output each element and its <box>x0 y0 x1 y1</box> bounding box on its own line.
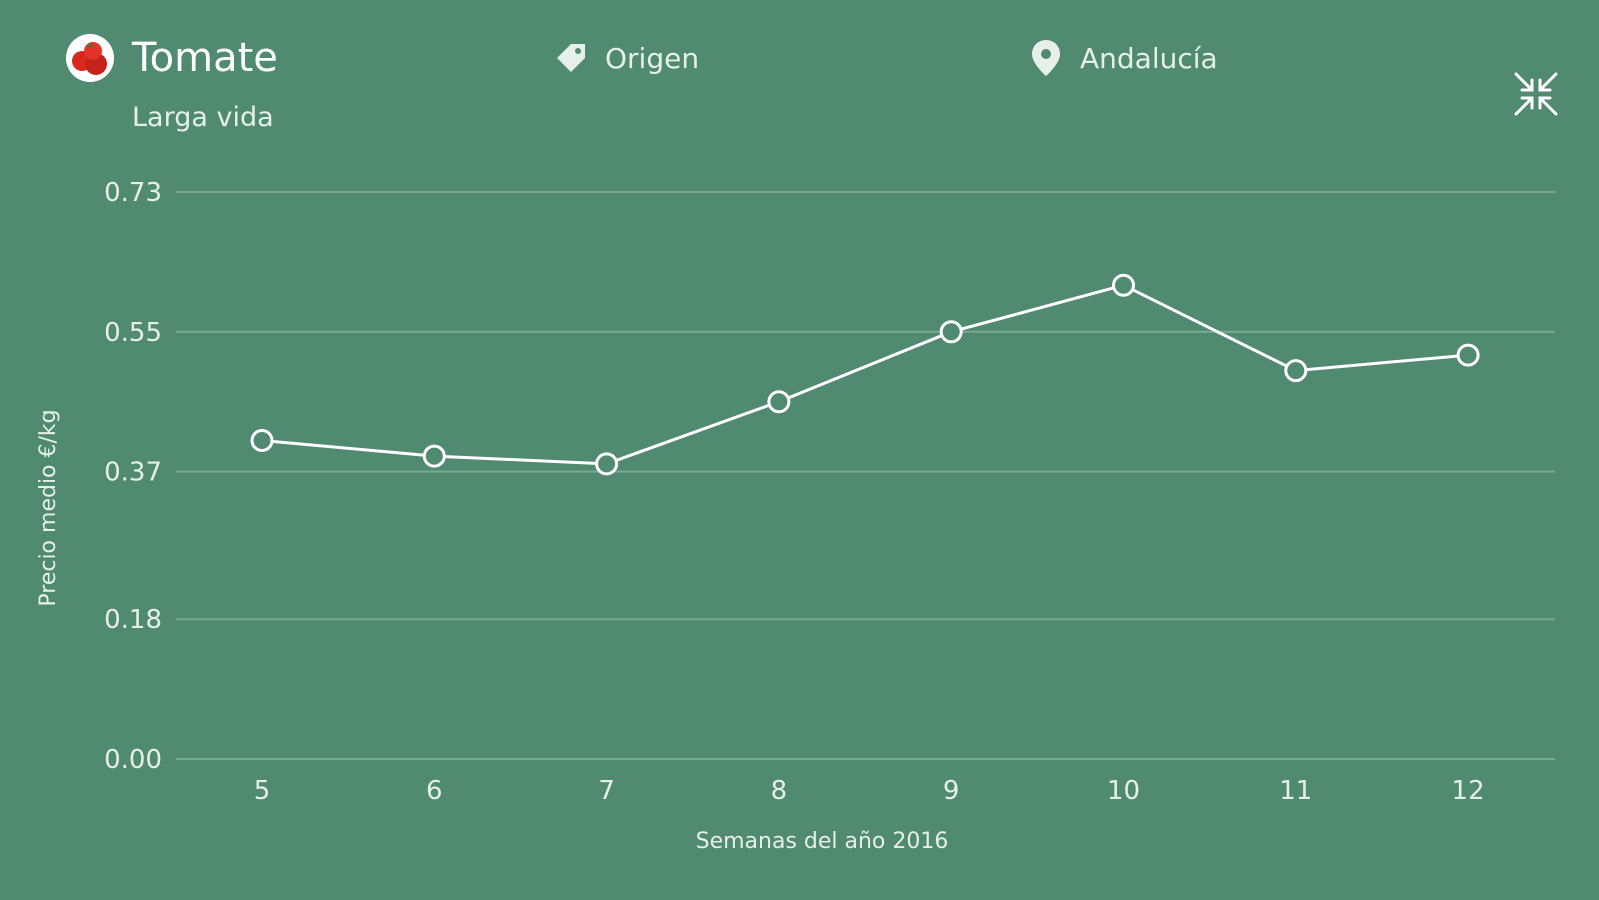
data-point[interactable] <box>1456 343 1480 367</box>
data-point[interactable] <box>595 452 619 476</box>
data-point[interactable] <box>1112 273 1135 297</box>
product-name: Tomate <box>132 35 278 81</box>
y-tick-label: 0.37 <box>104 458 162 488</box>
x-axis-title: Semanas del año 2016 <box>696 829 949 854</box>
tomato-icon <box>66 34 114 82</box>
x-tick-label: 7 <box>598 776 615 806</box>
x-tick-label: 12 <box>1452 776 1485 806</box>
grid-lines <box>176 191 1555 760</box>
x-tick-label: 10 <box>1107 776 1140 806</box>
filter-origin-label: Origen <box>605 41 700 75</box>
data-point[interactable] <box>767 390 791 414</box>
x-tick-label: 6 <box>426 776 443 806</box>
collapse-arrows-icon <box>1514 72 1558 116</box>
y-tick-label: 0.73 <box>104 178 162 208</box>
y-tick-label: 0.18 <box>104 605 162 635</box>
location-pin-icon <box>1026 38 1066 78</box>
product-variety: Larga vida <box>132 102 274 133</box>
x-axis-ticks: 5 6 7 8 9 10 11 12 <box>254 776 1485 806</box>
series-line <box>261 283 1469 466</box>
filter-region[interactable]: Andalucía <box>1026 38 1218 78</box>
filter-origin[interactable]: Origen <box>551 38 699 78</box>
line-chart: 0.00 0.18 0.37 0.55 0.73 5 6 7 8 9 10 11 12 Semanas… <box>36 178 1555 854</box>
filter-region-label: Andalucía <box>1080 41 1218 75</box>
y-tick-label: 0.55 <box>104 318 162 348</box>
x-tick-label: 11 <box>1279 776 1312 806</box>
y-axis-title: Precio medio €/kg <box>36 409 61 606</box>
x-tick-label: 8 <box>771 776 788 806</box>
y-tick-label: 0.00 <box>104 745 162 775</box>
tag-icon <box>551 38 591 78</box>
data-point[interactable] <box>939 320 963 344</box>
x-tick-label: 5 <box>254 776 271 806</box>
y-axis-ticks: 0.00 0.18 0.37 0.55 0.73 <box>104 178 162 775</box>
collapse-button[interactable] <box>1512 70 1560 118</box>
data-point[interactable] <box>422 444 446 468</box>
x-tick-label: 9 <box>943 776 960 806</box>
data-points <box>250 273 1480 476</box>
chart-header: Tomate Larga vida Origen Andalucía <box>0 0 1599 150</box>
data-point[interactable] <box>250 429 274 453</box>
data-point[interactable] <box>1284 359 1308 383</box>
